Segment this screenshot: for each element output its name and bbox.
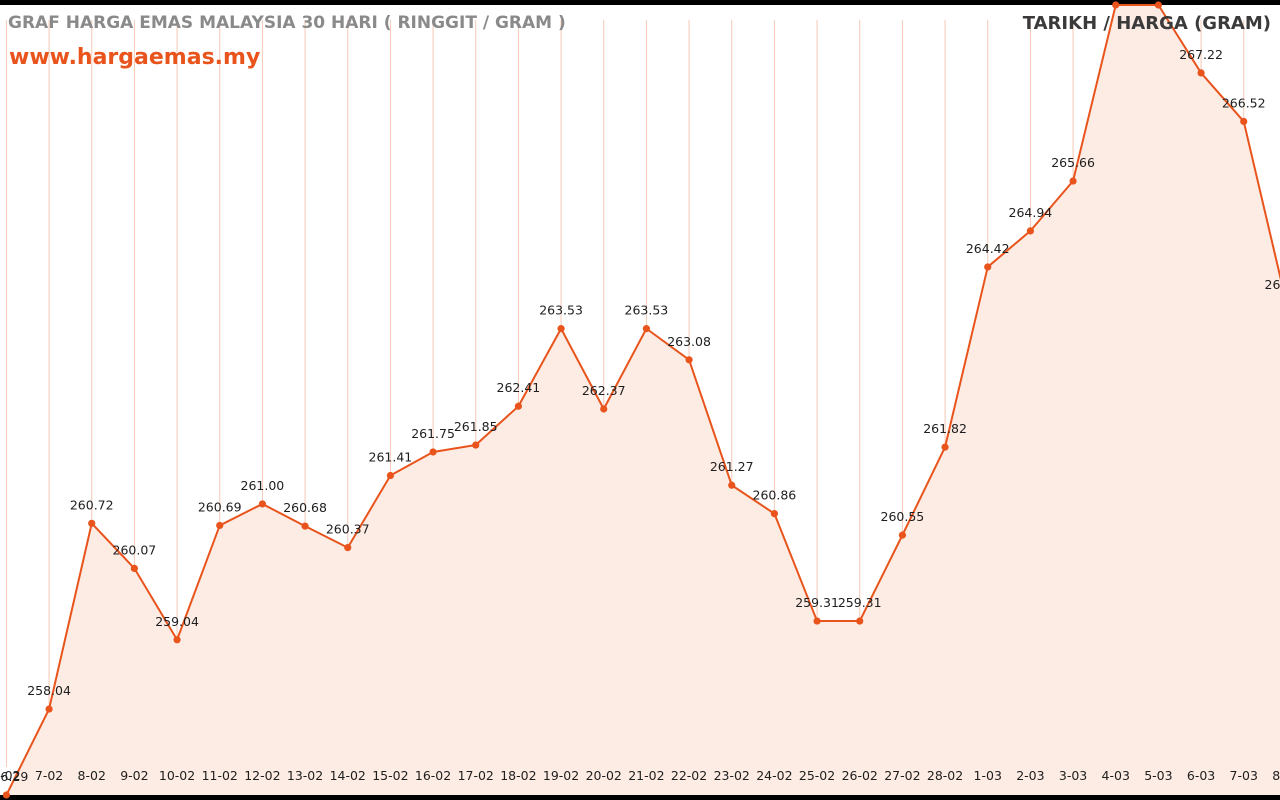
data-point xyxy=(856,617,864,625)
x-tick-label: 1-03 xyxy=(974,768,1002,783)
x-tick-label: 28-02 xyxy=(927,768,963,783)
value-label: 263.08 xyxy=(667,334,711,349)
data-point xyxy=(898,531,907,539)
x-tick-label: 7-02 xyxy=(35,768,63,783)
value-label: 260.86 xyxy=(753,488,797,503)
data-point xyxy=(1240,117,1248,126)
x-tick-label: 26-02 xyxy=(842,768,878,783)
price-area-fill xyxy=(6,5,1280,795)
x-tick-label: 16-02 xyxy=(415,768,451,783)
value-label: 262.41 xyxy=(497,380,541,395)
x-tick-label: 27-02 xyxy=(884,768,920,783)
data-point xyxy=(45,705,53,713)
x-tick-label: 4-03 xyxy=(1102,768,1130,783)
data-point xyxy=(88,519,96,527)
value-label: 267.22 xyxy=(1179,47,1223,62)
x-tick-label: 19-02 xyxy=(543,768,579,783)
site-url: www.hargaemas.my xyxy=(9,45,261,70)
data-point xyxy=(1154,1,1162,9)
chart-legend: TARIKH / HARGA (GRAM) xyxy=(1022,13,1271,34)
chart-title: GRAF HARGA EMAS MALAYSIA 30 HARI ( RINGG… xyxy=(8,13,566,33)
value-label: 264.42 xyxy=(966,241,1010,256)
x-tick-label: 12-02 xyxy=(244,768,280,783)
value-label: 258.04 xyxy=(27,683,71,698)
value-label: 261.27 xyxy=(710,459,754,474)
value-label: 259.04 xyxy=(155,614,199,629)
x-tick-label: 14-02 xyxy=(330,768,366,783)
data-point xyxy=(216,521,224,530)
value-label: 260.07 xyxy=(113,542,157,557)
value-label: 265.66 xyxy=(1051,155,1095,170)
value-label: 261.85 xyxy=(454,419,498,434)
value-label: 260.72 xyxy=(70,497,114,512)
data-point xyxy=(1197,69,1205,77)
value-label: 260.69 xyxy=(198,499,242,514)
data-point xyxy=(173,636,181,644)
value-labels: 256.29 258.04 260.72 260.07 259.04 260.69 261.… xyxy=(0,47,1280,784)
value-label: 263.53 xyxy=(625,303,669,318)
value-label: 261.75 xyxy=(411,426,455,441)
value-label: 259.31 xyxy=(795,595,839,610)
data-point xyxy=(1112,1,1120,9)
x-tick-label: 22-02 xyxy=(671,768,707,783)
data-point xyxy=(728,481,736,489)
value-label: 260.68 xyxy=(283,500,327,515)
value-label: 256.29 xyxy=(0,769,28,784)
x-tick-label: 18-02 xyxy=(500,768,536,783)
x-tick-label: 24-02 xyxy=(756,768,792,783)
x-tick-label: 21-02 xyxy=(628,768,664,783)
value-label: 262.37 xyxy=(582,383,626,398)
value-label: 260.55 xyxy=(881,509,925,524)
value-label: 264.94 xyxy=(1009,205,1053,220)
data-point xyxy=(344,544,352,552)
x-tick-label: 8-02 xyxy=(78,768,106,783)
data-point xyxy=(472,441,480,449)
data-point xyxy=(557,325,565,333)
x-axis-tick-labels: 6-02 7-02 8-02 9-02 10-02 11-02 12-02 13-02 14-0… xyxy=(0,768,1280,783)
data-point xyxy=(258,500,266,508)
data-point xyxy=(984,263,992,271)
value-label: 263.90 xyxy=(1265,277,1280,292)
data-point xyxy=(301,522,309,530)
x-tick-label: 20-02 xyxy=(586,768,622,783)
x-tick-label: 13-02 xyxy=(287,768,323,783)
data-point xyxy=(941,443,949,451)
x-tick-label: 2-03 xyxy=(1016,768,1044,783)
x-tick-label: 17-02 xyxy=(458,768,494,783)
data-point xyxy=(429,448,437,456)
data-point xyxy=(2,791,10,799)
x-tick-label: 15-02 xyxy=(372,768,408,783)
value-label: 266.52 xyxy=(1222,95,1266,110)
value-label: 261.00 xyxy=(241,478,285,493)
x-tick-label: 9-02 xyxy=(120,768,148,783)
data-point xyxy=(1026,227,1034,235)
value-label: 259.31 xyxy=(838,595,882,610)
x-tick-label: 7-03 xyxy=(1230,768,1258,783)
data-point xyxy=(600,405,608,413)
data-point xyxy=(130,564,138,572)
x-tick-label: 5-03 xyxy=(1144,768,1172,783)
x-tick-label: 23-02 xyxy=(714,768,750,783)
x-tick-label: 10-02 xyxy=(159,768,195,783)
data-point xyxy=(386,471,394,480)
data-point xyxy=(770,510,779,518)
price-points xyxy=(2,1,1248,799)
x-tick-label: 11-02 xyxy=(202,768,238,783)
data-point xyxy=(514,402,523,410)
x-tick-label: 3-03 xyxy=(1059,768,1087,783)
x-tick-label: 6-03 xyxy=(1187,768,1215,783)
data-point xyxy=(642,325,651,333)
data-point xyxy=(685,356,693,364)
value-label: 261.82 xyxy=(923,421,967,436)
value-label: 263.53 xyxy=(539,303,583,318)
x-tick-label: 6-02 xyxy=(0,768,21,783)
data-point xyxy=(1069,177,1077,185)
x-tick-label: 8-03 xyxy=(1272,768,1280,783)
value-label: 261.41 xyxy=(369,450,413,465)
data-point xyxy=(813,617,821,625)
x-tick-label: 25-02 xyxy=(799,768,835,783)
value-label: 260.37 xyxy=(326,522,370,537)
